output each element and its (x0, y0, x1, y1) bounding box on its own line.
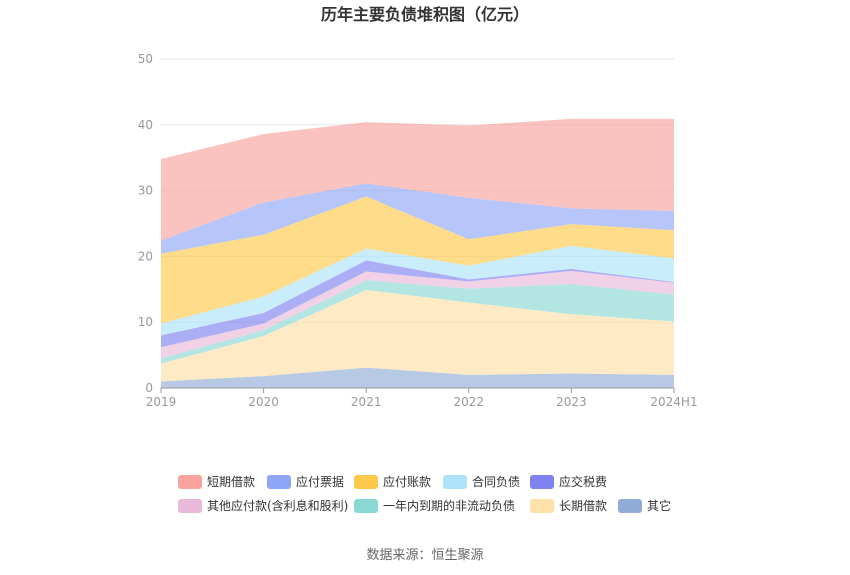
legend-swatch (267, 475, 291, 489)
legend-label: 应付票据 (296, 474, 344, 489)
legend-item-长期借款: 长期借款 (530, 499, 607, 513)
x-tick-label: 2022 (454, 395, 485, 409)
legend-label: 合同负债 (472, 474, 520, 489)
area-合同负债 (161, 245, 674, 336)
legend-item-短期借款: 短期借款 (178, 475, 255, 489)
area-长期借款 (161, 289, 674, 382)
area-其它 (161, 367, 674, 388)
legend-swatch (443, 475, 467, 489)
y-tick-label: 30 (138, 184, 153, 198)
area-一年内到期的非流动负债 (161, 280, 674, 364)
legend-swatch (354, 499, 378, 513)
legend-item-应付账款: 应付账款 (354, 474, 431, 489)
area-应付票据 (161, 183, 674, 254)
series-areas (161, 118, 674, 388)
legend-swatch (354, 475, 378, 489)
y-tick-label: 20 (138, 249, 153, 263)
legend-swatch (178, 475, 202, 489)
legend-item-合同负债: 合同负债 (443, 474, 520, 489)
y-tick-label: 0 (145, 381, 153, 395)
legend-label: 短期借款 (207, 475, 255, 489)
legend-label: 应付账款 (383, 474, 431, 489)
legend-item-应交税费: 应交税费 (530, 474, 607, 489)
area-短期借款 (161, 118, 674, 241)
area-其他应付款-含利息和股利- (161, 270, 674, 359)
legend-label: 其它 (647, 498, 671, 513)
legend-swatch (530, 499, 554, 513)
legend-item-一年内到期的非流动负债: 一年内到期的非流动负债 (354, 498, 515, 513)
legend-swatch (178, 499, 202, 513)
data-source: 数据来源：恒生聚源 (366, 548, 483, 563)
legend-label: 应交税费 (559, 474, 607, 489)
y-tick-label: 40 (138, 118, 153, 132)
x-tick-label: 2020 (248, 395, 279, 409)
legend-label: 其他应付款(含利息和股利) (207, 498, 348, 513)
y-tick-label: 50 (138, 52, 153, 66)
legend-swatch (618, 499, 642, 513)
y-tick-label: 10 (138, 315, 153, 329)
chart-title: 历年主要负债堆积图（亿元） (321, 5, 529, 24)
legend-item-应付票据: 应付票据 (267, 474, 344, 489)
axes: 0 10 20 30 40 50 2019 2020 2021 2022 2023 2024H1 (138, 52, 698, 409)
legend-item-其它: 其它 (618, 498, 671, 513)
legend-label: 一年内到期的非流动负债 (383, 498, 515, 513)
x-tick-label: 2021 (351, 395, 382, 409)
legend-label: 长期借款 (559, 499, 607, 513)
area-应付账款 (161, 196, 674, 324)
x-tick-label: 2023 (556, 395, 587, 409)
x-tick-label: 2024H1 (650, 395, 697, 409)
legend-item-其他应付款-含利息和股利-: 其他应付款(含利息和股利) (178, 498, 348, 513)
x-tick-label: 2019 (146, 395, 177, 409)
legend-swatch (530, 475, 554, 489)
